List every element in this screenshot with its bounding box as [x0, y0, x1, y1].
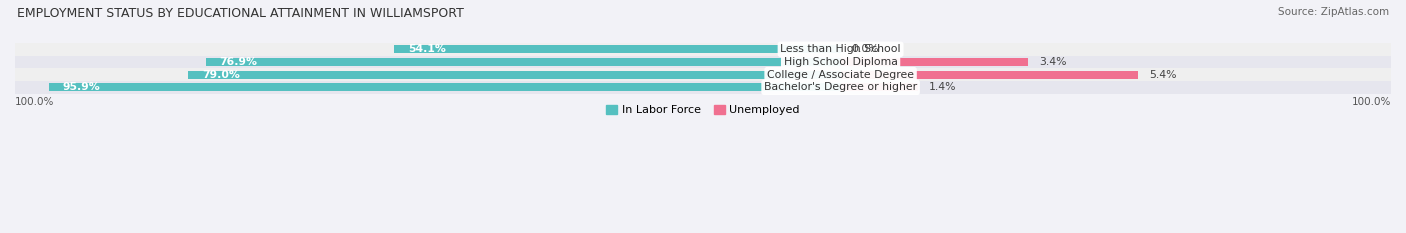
Text: High School Diploma: High School Diploma — [783, 57, 897, 67]
Bar — [841, 58, 1028, 66]
Bar — [841, 71, 1137, 79]
Text: EMPLOYMENT STATUS BY EDUCATIONAL ATTAINMENT IN WILLIAMSPORT: EMPLOYMENT STATUS BY EDUCATIONAL ATTAINM… — [17, 7, 464, 20]
Text: 0.0%: 0.0% — [852, 44, 879, 54]
Text: 95.9%: 95.9% — [63, 82, 100, 92]
Bar — [394, 45, 841, 53]
Bar — [15, 68, 1391, 81]
Bar — [15, 56, 1391, 68]
Bar — [15, 43, 1391, 56]
Bar — [15, 81, 1391, 94]
Text: 100.0%: 100.0% — [1351, 97, 1391, 107]
Bar — [49, 83, 841, 91]
Text: 54.1%: 54.1% — [408, 44, 446, 54]
Text: Less than High School: Less than High School — [780, 44, 901, 54]
Legend: In Labor Force, Unemployed: In Labor Force, Unemployed — [602, 101, 804, 120]
Text: 5.4%: 5.4% — [1149, 70, 1177, 80]
Text: 100.0%: 100.0% — [15, 97, 55, 107]
Text: 79.0%: 79.0% — [202, 70, 240, 80]
Bar — [205, 58, 841, 66]
Text: 76.9%: 76.9% — [219, 57, 257, 67]
Text: 3.4%: 3.4% — [1039, 57, 1066, 67]
Text: Bachelor's Degree or higher: Bachelor's Degree or higher — [763, 82, 917, 92]
Text: 1.4%: 1.4% — [929, 82, 956, 92]
Bar — [841, 83, 918, 91]
Text: Source: ZipAtlas.com: Source: ZipAtlas.com — [1278, 7, 1389, 17]
Bar — [188, 71, 841, 79]
Text: College / Associate Degree: College / Associate Degree — [768, 70, 914, 80]
